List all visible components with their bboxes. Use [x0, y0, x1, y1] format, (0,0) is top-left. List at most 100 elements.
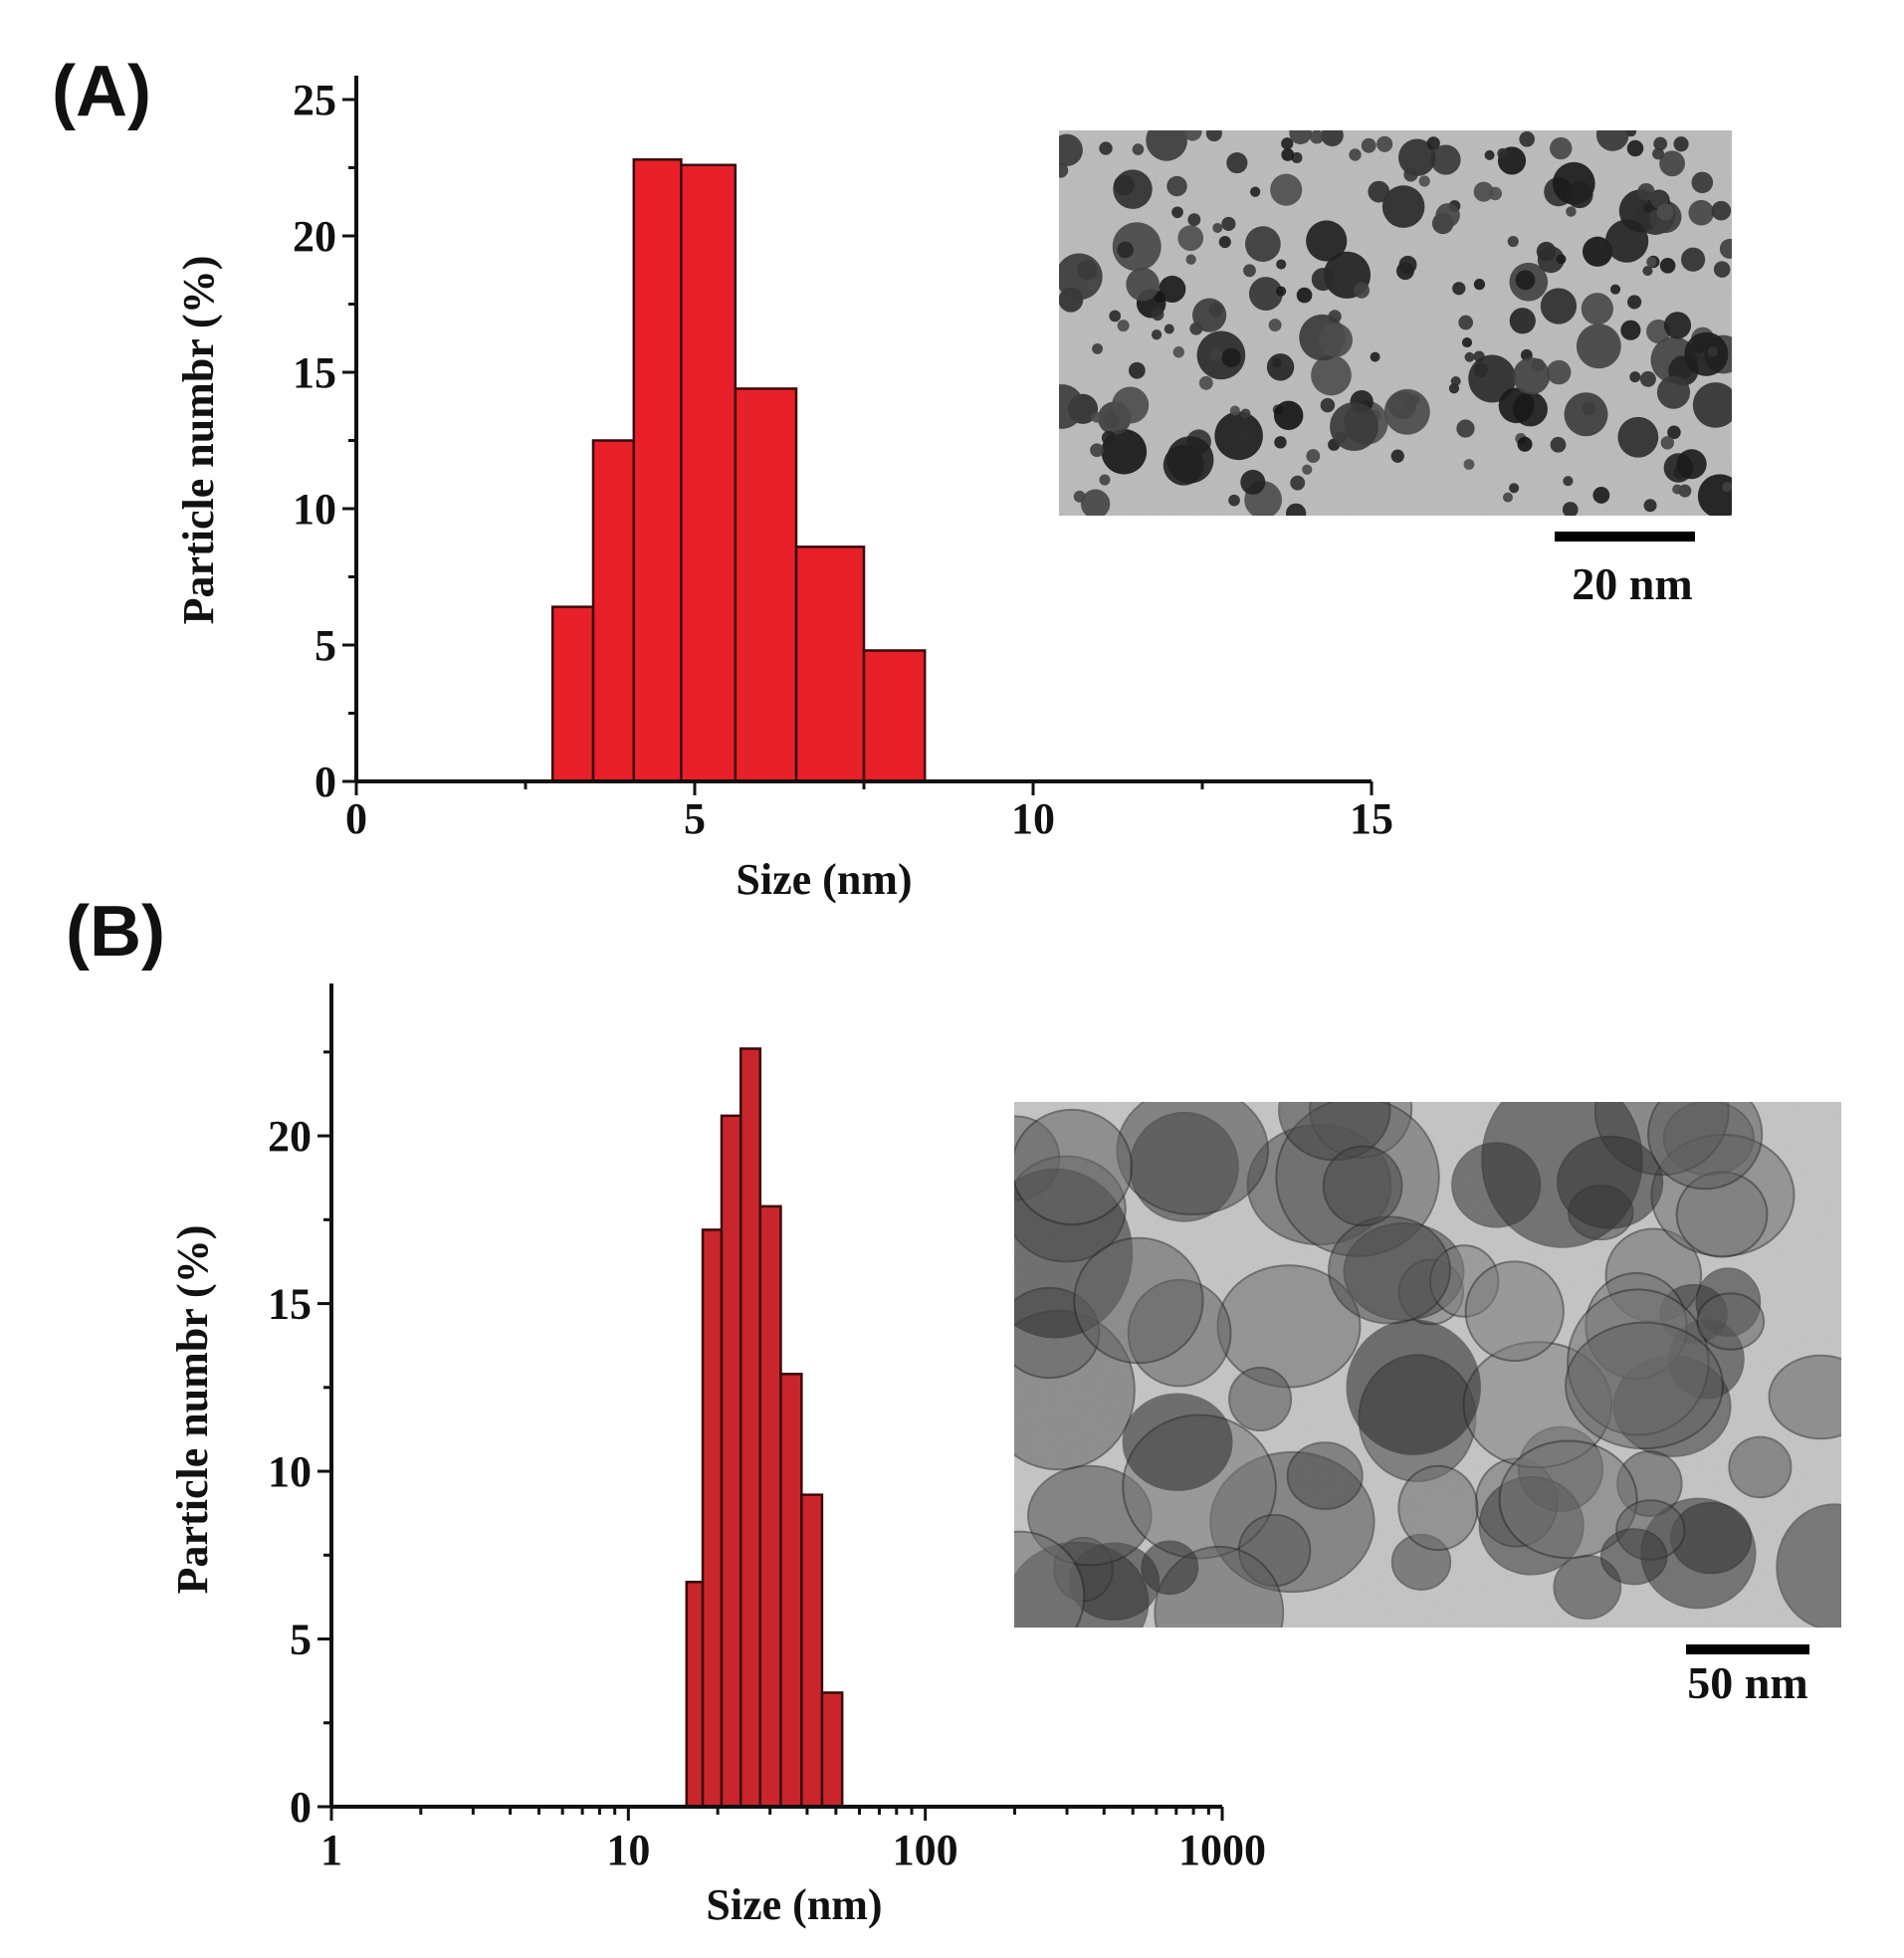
- particle-dot: [1311, 267, 1335, 292]
- particle-dot: [1221, 347, 1241, 368]
- y-tick-label: 5: [290, 1616, 312, 1664]
- particle-dot: [1311, 354, 1352, 396]
- particle-dot: [1643, 499, 1657, 513]
- particle-dot: [1185, 254, 1196, 265]
- particle-dot: [1059, 162, 1069, 178]
- particle-dot: [1240, 408, 1251, 419]
- particle-dot: [1464, 351, 1475, 362]
- particle-dot: [1660, 436, 1675, 450]
- particle-dot: [1122, 1393, 1233, 1491]
- particle-dot: [1151, 329, 1163, 340]
- panel-b-axes: 0 5 10 15 20 1 10 100 1000: [268, 983, 1266, 1874]
- panel-a-tem-inset: 20 nm: [1059, 130, 1732, 609]
- panel-a-bars: [550, 158, 927, 783]
- particle-dot: [1519, 131, 1536, 147]
- particle-dot: [1151, 308, 1164, 322]
- particle-dot: [1368, 180, 1390, 203]
- histogram-bar: [685, 1580, 705, 1809]
- particle-dot: [1676, 449, 1707, 480]
- x-tick-label: 0: [345, 794, 367, 843]
- particle-dot: [1566, 206, 1577, 217]
- particle-dot: [1073, 490, 1086, 503]
- particle-dot: [1117, 320, 1130, 332]
- particle-dot: [1620, 320, 1641, 340]
- particle-dot: [1722, 482, 1732, 493]
- particle-dot: [1659, 150, 1685, 177]
- panel-b-bars: [685, 1047, 844, 1809]
- particle-dot: [1244, 226, 1281, 263]
- particle-dot: [1663, 312, 1692, 339]
- panel-b-tem-inset: 50 nm: [1014, 1102, 1841, 1708]
- particle-dot: [1273, 400, 1304, 431]
- particle-dot: [1113, 169, 1153, 209]
- y-tick-label: 10: [268, 1447, 312, 1496]
- particle-dot: [1643, 202, 1654, 214]
- particle-dot: [1656, 375, 1691, 409]
- particle-dot: [1370, 351, 1380, 362]
- particle-dot: [1581, 293, 1613, 326]
- particle-dot: [1159, 275, 1186, 304]
- histogram-bar: [794, 545, 866, 783]
- particle-dot: [1278, 1102, 1391, 1162]
- x-tick-label: 1: [320, 1826, 342, 1874]
- particle-dot: [1456, 419, 1475, 438]
- particle-dot: [1290, 475, 1306, 491]
- particle-dot: [1182, 130, 1202, 141]
- particle-dot: [1562, 502, 1579, 516]
- particle-dot: [1566, 180, 1593, 209]
- particle-dot: [1228, 494, 1240, 507]
- particle-dot: [1461, 337, 1473, 348]
- x-tick-label: 10: [606, 1826, 650, 1874]
- particle-dot: [1498, 1439, 1638, 1560]
- particle-dot: [1014, 1108, 1134, 1226]
- particle-dot: [1289, 130, 1312, 145]
- y-tick-label: 15: [268, 1280, 312, 1329]
- particle-dot: [1713, 261, 1731, 278]
- particle-dot: [1430, 144, 1461, 175]
- particle-dot: [1617, 416, 1659, 458]
- particle-dot: [1141, 1540, 1199, 1596]
- particle-dot: [1177, 225, 1204, 252]
- particle-dot: [1226, 152, 1248, 174]
- x-tick-label: 100: [893, 1826, 958, 1874]
- histogram-bar: [720, 1114, 742, 1809]
- y-tick-label: 10: [293, 485, 336, 534]
- histogram-bar: [862, 649, 927, 783]
- particle-dot: [1398, 138, 1436, 177]
- particle-dot: [1691, 171, 1714, 194]
- particle-dot: [1672, 484, 1683, 495]
- particle-dot: [1296, 287, 1313, 304]
- particle-dot: [1390, 449, 1404, 463]
- particle-dot: [1172, 346, 1184, 358]
- panel-a-particles: [1059, 130, 1732, 516]
- particle-dot: [1656, 203, 1674, 221]
- particle-dot: [1214, 411, 1263, 461]
- particle-dot: [1599, 1528, 1668, 1586]
- x-tick-label: 1000: [1178, 1826, 1266, 1874]
- particle-dot: [1688, 199, 1715, 226]
- particle-dot: [1403, 167, 1418, 182]
- particle-dot: [1639, 370, 1656, 387]
- particle-dot: [1509, 483, 1520, 494]
- particle-dot: [1768, 1354, 1841, 1440]
- panel-a-scale-bar-label: 20 nm: [1572, 558, 1692, 609]
- y-tick-label: 0: [290, 1783, 312, 1832]
- particle-dot: [1228, 1367, 1293, 1432]
- particle-dot: [1361, 137, 1376, 153]
- x-tick-label: 15: [1350, 794, 1393, 843]
- particle-dot: [1306, 449, 1321, 464]
- particle-dot: [1164, 324, 1174, 334]
- particle-dot: [1610, 284, 1621, 295]
- particle-dot: [1087, 280, 1098, 291]
- particle-dot: [1450, 375, 1461, 386]
- particle-dot: [1059, 253, 1103, 301]
- particle-dot: [1488, 186, 1503, 201]
- histogram-bar: [701, 1228, 724, 1809]
- particle-dot: [1473, 279, 1486, 291]
- particle-dot: [1637, 182, 1655, 201]
- particle-dot: [1281, 137, 1294, 150]
- particle-dot: [1464, 1260, 1565, 1363]
- particle-dot: [1059, 133, 1083, 166]
